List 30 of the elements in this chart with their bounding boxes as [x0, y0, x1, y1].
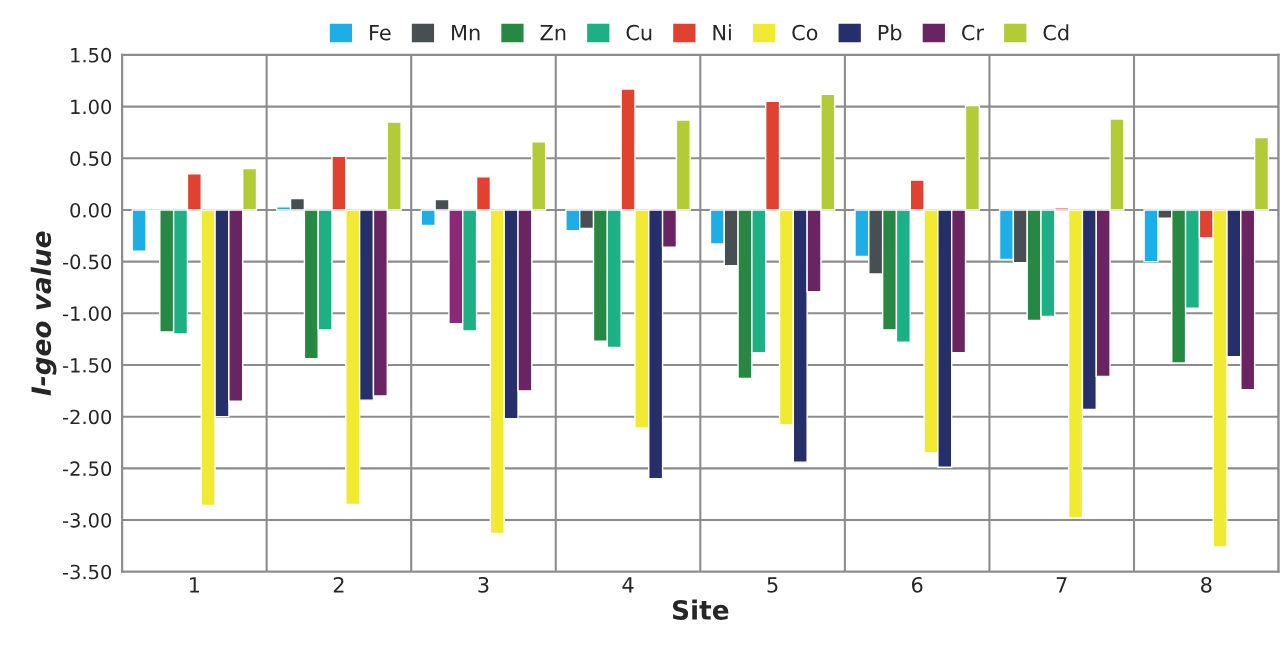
y-axis-title: I-geo value [30, 231, 57, 396]
y-tick-label: 0.00 [70, 202, 112, 218]
x-tick-label: 3 [478, 576, 489, 593]
x-axis-title: Site [672, 599, 729, 620]
y-tick-label: 1.00 [71, 99, 112, 115]
legend-label: Fe [370, 24, 391, 41]
legend-label: Pb [878, 24, 902, 41]
y-tick-label: -1.50 [62, 357, 112, 373]
y-tick-label: -3.00 [62, 512, 112, 528]
x-tick-label: 4 [622, 577, 634, 593]
legend-label: Mn [452, 24, 480, 41]
legend-label: Ni [713, 24, 731, 41]
legend-label: Cr [962, 24, 984, 41]
y-tick-label: 0.50 [70, 151, 112, 166]
x-tick-label: 6 [912, 576, 923, 593]
y-tick-label: -1.00 [62, 306, 112, 321]
y-tick-label: -2.00 [62, 409, 112, 425]
x-tick-label: 7 [1056, 577, 1067, 593]
x-tick-label: 5 [767, 577, 778, 593]
legend-label: Zn [540, 24, 566, 41]
x-tick-label: 8 [1201, 576, 1212, 593]
legend-label: Co [792, 24, 818, 41]
y-tick-label: -3.50 [62, 564, 112, 580]
y-tick-label: -2.50 [62, 461, 112, 477]
legend-label: Cu [626, 24, 652, 41]
y-tick-label: 1.50 [71, 47, 112, 63]
x-tick-label: 2 [333, 576, 344, 593]
x-tick-label: 1 [190, 577, 200, 593]
y-tick-label: -0.50 [62, 254, 112, 270]
legend-label: Cd [1043, 24, 1069, 41]
